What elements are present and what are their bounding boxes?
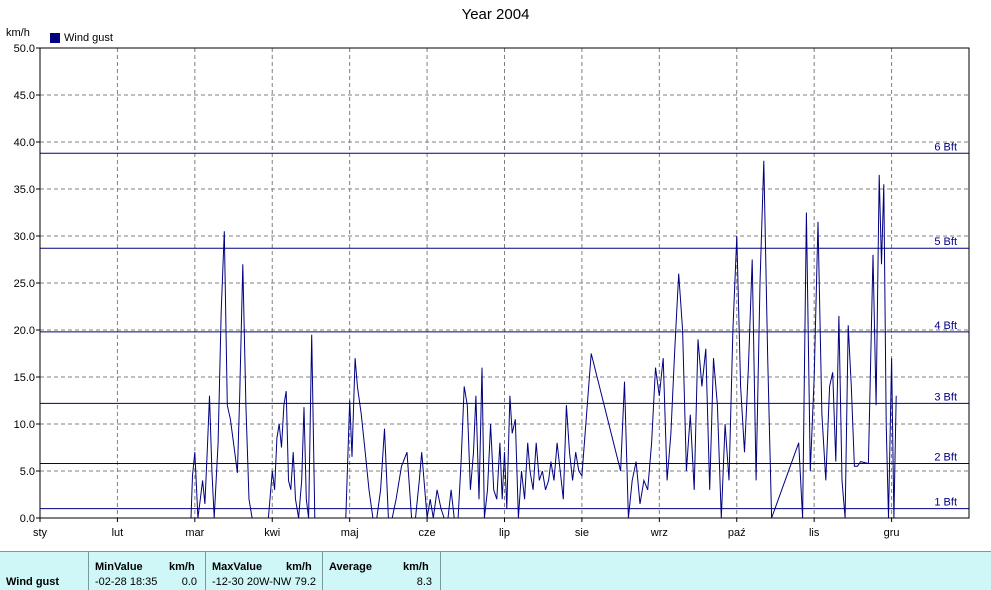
y-tick-label: 40.0 <box>14 137 35 149</box>
x-tick-label: lis <box>809 527 820 539</box>
y-tick-label: 50.0 <box>14 43 35 55</box>
legend-label: Wind gust <box>64 32 113 44</box>
y-tick-label: 0.0 <box>20 513 35 525</box>
max-value: 79.2 <box>294 576 316 588</box>
average-header: Average <box>329 561 373 573</box>
x-tick-label: sty <box>33 527 48 539</box>
y-tick-label: 10.0 <box>14 419 35 431</box>
max-value-time: -12-30 20W-NW <box>212 576 292 588</box>
legend-swatch <box>50 33 60 43</box>
y-tick-label: 45.0 <box>14 90 35 102</box>
x-tick-label: gru <box>884 527 900 539</box>
y-tick-label: 30.0 <box>14 231 35 243</box>
x-tick-label: lut <box>112 527 124 539</box>
average-cell: Average km/h 8.3 <box>323 552 441 590</box>
x-tick-label: paź <box>728 527 746 539</box>
chart-title: Year 2004 <box>461 6 530 23</box>
min-value-unit: km/h <box>169 561 195 573</box>
legend: Wind gust <box>50 32 113 44</box>
stats-row-label: Wind gust <box>6 576 60 588</box>
y-tick-label: 20.0 <box>14 325 35 337</box>
beaufort-label: 3 Bft <box>934 391 957 403</box>
min-value-header: MinValue <box>95 561 143 573</box>
stats-bar: Wind gust MinValue km/h -02-28 18:35 0.0… <box>0 551 991 590</box>
x-tick-label: sie <box>575 527 589 539</box>
beaufort-label: 2 Bft <box>934 451 957 463</box>
max-value-unit: km/h <box>286 561 312 573</box>
beaufort-label: 5 Bft <box>934 236 957 248</box>
max-value-cell: MaxValue km/h -12-30 20W-NW 79.2 <box>206 552 323 590</box>
y-tick-label: 25.0 <box>14 278 35 290</box>
average-value: 8.3 <box>416 576 432 588</box>
x-tick-label: mar <box>185 527 204 539</box>
x-tick-label: kwi <box>264 527 280 539</box>
series-line-wind-gust <box>190 160 897 519</box>
min-value-time: -02-28 18:35 <box>95 576 158 588</box>
y-axis-unit-label: km/h <box>6 27 30 39</box>
beaufort-label: 4 Bft <box>934 320 957 332</box>
wind-gust-chart: 0.0 5.0 10.0 15.0 20.0 25.0 30.0 35.0 40.0 45.0 50… <box>14 43 970 539</box>
max-value-header: MaxValue <box>212 561 263 573</box>
min-value: 0.0 <box>181 576 197 588</box>
y-tick-label: 5.0 <box>20 466 35 478</box>
min-value-cell: MinValue km/h -02-28 18:35 0.0 <box>89 552 206 590</box>
x-tick-label: wrz <box>650 527 668 539</box>
x-tick-label: cze <box>419 527 436 539</box>
beaufort-label: 6 Bft <box>934 141 957 153</box>
x-tick-label: lip <box>499 527 510 539</box>
stats-row-label-cell: Wind gust <box>0 552 89 590</box>
y-tick-label: 15.0 <box>14 372 35 384</box>
beaufort-label: 1 Bft <box>934 497 957 509</box>
x-tick-label: maj <box>341 527 359 539</box>
plot-frame <box>39 47 970 519</box>
y-tick-label: 35.0 <box>14 184 35 196</box>
average-unit: km/h <box>403 561 429 573</box>
